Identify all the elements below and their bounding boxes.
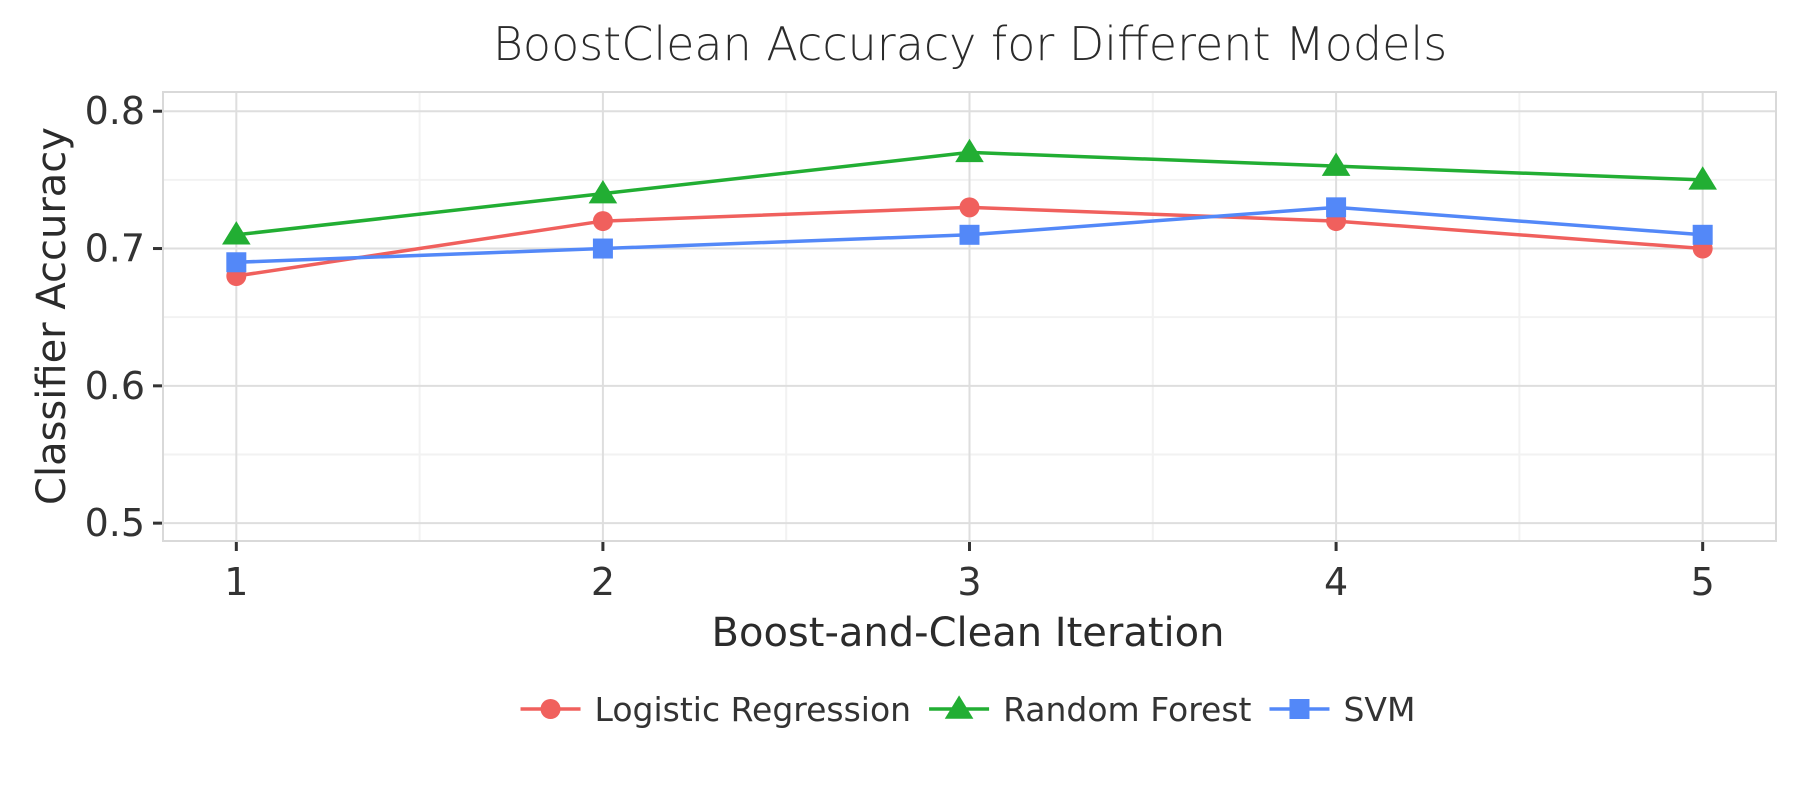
y-tick-label: 0.5 [85,501,145,545]
data-point-random-forest [588,179,618,204]
chart-title: BoostClean Accuracy for Different Models [493,17,1447,71]
data-point-svm [592,238,613,259]
x-tick-label: 3 [957,560,981,604]
data-point-svm [1326,197,1347,218]
legend-key-marker-svm [1289,699,1310,719]
data-point-logistic-regression [592,211,613,232]
legend-key-marker-logistic-regression [540,699,561,719]
y-tick-label: 0.6 [85,364,145,408]
x-tick-label: 1 [224,560,248,604]
legend-label-svm: SVM [1343,690,1415,729]
x-axis-title: Boost-and-Clean Iteration [712,610,1225,656]
data-point-svm [226,252,247,273]
data-point-svm [1692,224,1713,245]
x-tick-label: 5 [1691,560,1715,604]
plot-border [162,91,1777,542]
y-axis-title: Classifier Accuracy [29,127,75,505]
plot-area: 0.5 0.6 0.7 0.8 1 2 3 4 5 [85,89,1777,604]
data-point-random-forest [1321,152,1351,176]
data-point-svm [959,224,980,245]
x-tick-label: 2 [591,560,615,604]
legend-label-logistic-regression: Logistic Regression [595,690,912,729]
data-point-random-forest [955,138,984,163]
data-point-random-forest [1688,166,1717,190]
data-point-logistic-regression [959,197,980,218]
y-tick-label: 0.8 [85,89,145,133]
legend-key-marker-random-forest [944,695,974,719]
y-tick-label: 0.7 [85,227,145,271]
legend-label-random-forest: Random Forest [1003,690,1251,729]
x-tick-label: 4 [1324,560,1348,604]
legend: Logistic Regression Random Forest SVM [520,690,1415,729]
data-point-random-forest [222,221,251,245]
